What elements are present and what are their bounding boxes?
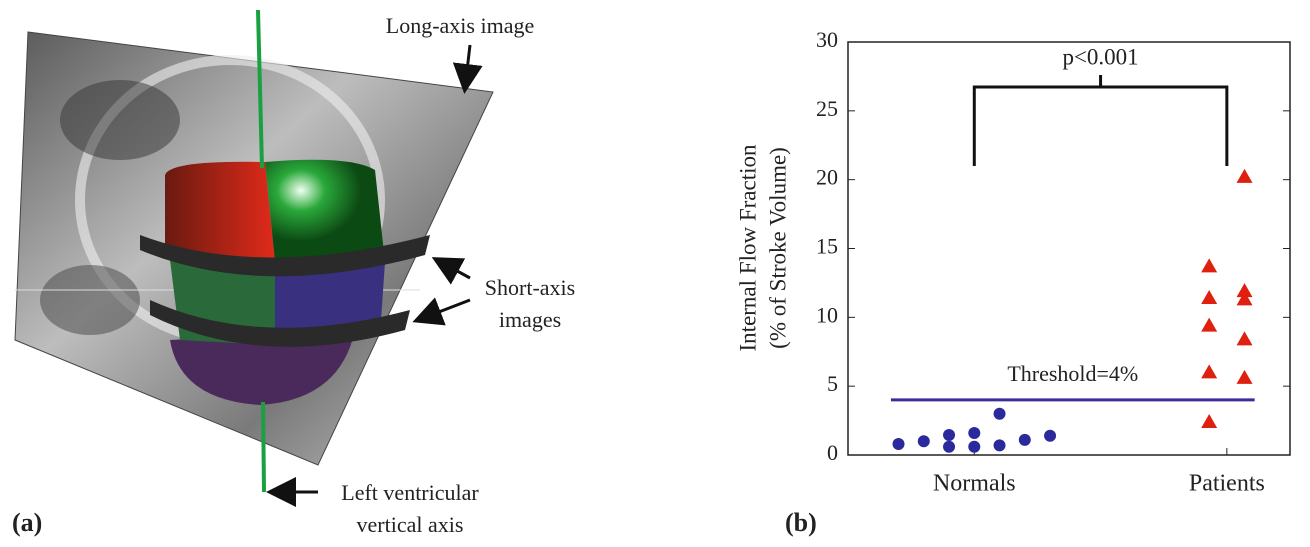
y-tick-label: 15 <box>816 234 838 259</box>
data-point <box>943 440 956 453</box>
x-tick-label: Patients <box>1189 471 1265 497</box>
data-point <box>1018 433 1031 446</box>
annotation: p<0.001 <box>1062 44 1138 69</box>
data-point <box>943 429 956 442</box>
y-axis-label: Internal Flow Fraction <box>735 144 760 351</box>
panel-label: (b) <box>785 508 817 537</box>
data-point <box>1044 429 1057 442</box>
data-point <box>968 426 981 439</box>
y-tick-label: 5 <box>827 371 838 396</box>
y-tick-label: 20 <box>816 165 838 190</box>
y-tick-label: 25 <box>816 96 838 121</box>
plot-frame <box>847 41 1291 456</box>
x-tick-label: Normals <box>933 471 1016 497</box>
annotation: Left ventricular <box>341 480 479 505</box>
data-point <box>917 435 930 448</box>
data-point <box>1201 258 1218 273</box>
data-point <box>1236 291 1253 306</box>
threshold-label: Threshold=4% <box>1007 361 1138 386</box>
data-point <box>1201 413 1218 428</box>
y-tick-label: 30 <box>816 27 838 52</box>
data-point <box>1236 331 1253 346</box>
data-point <box>892 437 905 450</box>
data-point <box>1201 290 1218 305</box>
data-point <box>1201 364 1218 379</box>
annotation: images <box>499 307 561 332</box>
annotation: vertical axis <box>357 512 464 537</box>
data-point <box>1236 168 1253 183</box>
y-axis-label: (% of Stroke Volume) <box>765 147 790 349</box>
y-tick-label: 10 <box>816 302 838 327</box>
data-point <box>993 439 1006 452</box>
annotation: Short-axis <box>485 275 575 300</box>
data-point <box>968 440 981 453</box>
significance-bracket <box>972 75 1229 166</box>
y-tick-label: 0 <box>827 440 838 465</box>
data-point <box>1236 283 1253 298</box>
mri-panel <box>14 9 494 507</box>
data-point <box>993 407 1006 420</box>
annotation: Long-axis image <box>386 13 534 38</box>
data-point <box>1201 317 1218 332</box>
data-point <box>1236 369 1253 384</box>
panel-label: (a) <box>12 508 42 537</box>
